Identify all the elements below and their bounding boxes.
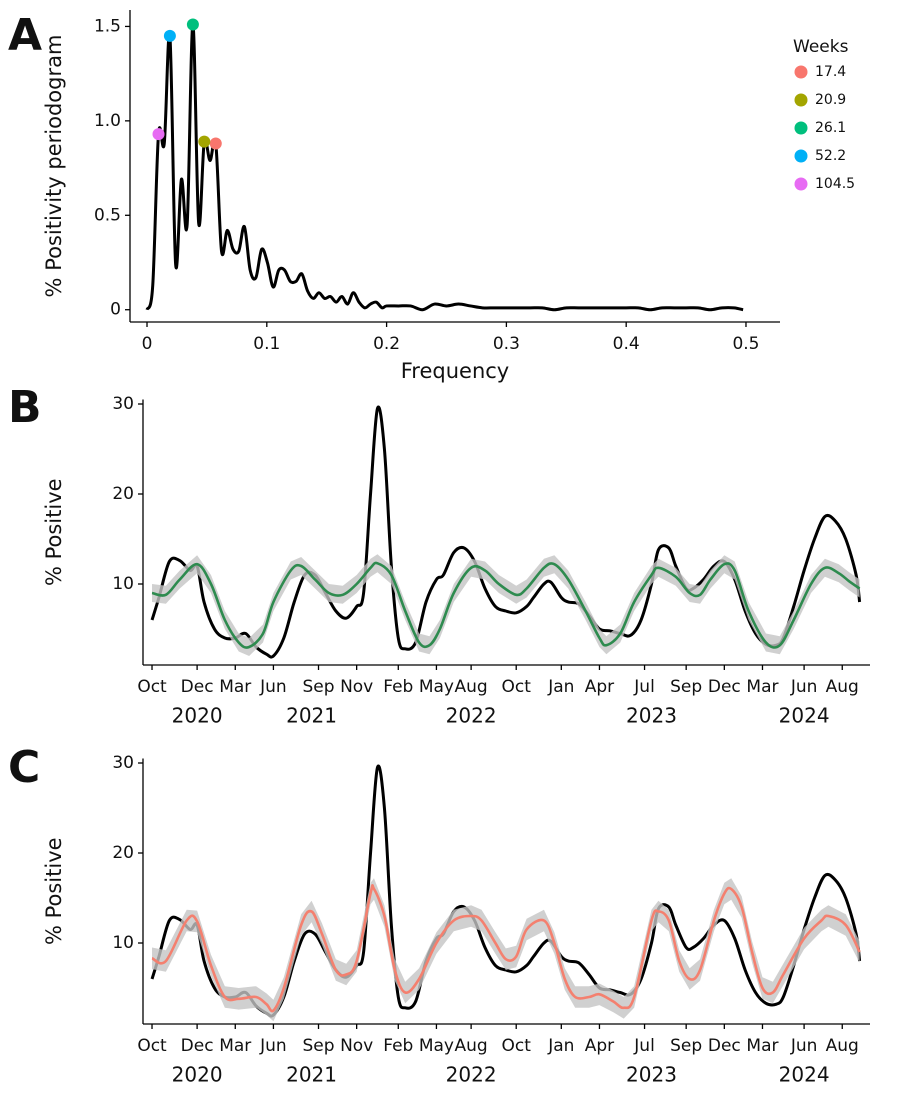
x-tick-label: Apr: [585, 1036, 614, 1056]
y-tick-label: 1.5: [94, 16, 121, 36]
x-tick-label: Jun: [790, 677, 818, 697]
x-tick-label: Jun: [790, 1036, 818, 1056]
year-label: 2022: [446, 704, 497, 728]
x-tick-label: Sep: [302, 1036, 334, 1056]
x-tick-label: 0: [142, 334, 153, 354]
year-label: 2024: [779, 1063, 830, 1087]
legend-swatch: [794, 65, 808, 79]
x-tick-label: Sep: [670, 1036, 702, 1056]
y-tick-label: 20: [112, 484, 134, 504]
legend-title: Weeks: [793, 37, 849, 57]
panel-label: A: [8, 10, 42, 61]
year-label: 2022: [446, 1063, 497, 1087]
y-tick-label: 10: [112, 933, 134, 953]
x-tick-label: Mar: [746, 1036, 778, 1056]
legend-label: 52.2: [815, 148, 846, 164]
y-tick-label: 20: [112, 843, 134, 863]
legend-swatch: [794, 121, 808, 135]
y-tick-label: 0.5: [94, 205, 121, 225]
x-tick-label: 0.4: [613, 334, 640, 354]
x-tick-label: 0.5: [732, 334, 759, 354]
year-label: 2023: [626, 704, 677, 728]
legend-label: 17.4: [815, 64, 846, 80]
year-label: 2021: [286, 1063, 337, 1087]
x-tick-label: Aug: [826, 1036, 859, 1056]
y-axis-label: % Positive: [42, 478, 66, 586]
peak-marker: [163, 29, 176, 42]
x-tick-label: Dec: [708, 677, 741, 697]
x-tick-label: Dec: [708, 1036, 741, 1056]
x-tick-label: Feb: [383, 1036, 413, 1056]
series-line: [145, 23, 744, 312]
x-tick-label: Dec: [181, 677, 214, 697]
x-tick-label: Aug: [826, 677, 859, 697]
x-tick-label: Nov: [340, 677, 373, 697]
x-tick-label: Nov: [340, 1036, 373, 1056]
legend-label: 104.5: [815, 176, 855, 192]
x-tick-label: Mar: [746, 677, 778, 697]
series-line: [150, 764, 862, 1018]
confidence-band: [152, 554, 860, 656]
x-tick-label: May: [419, 1036, 454, 1056]
year-label: 2021: [286, 704, 337, 728]
x-tick-label: Jan: [547, 677, 574, 697]
y-tick-label: 30: [112, 753, 134, 773]
x-tick-label: Oct: [137, 677, 167, 697]
y-axis-label: % Positive: [42, 837, 66, 945]
year-label: 2020: [172, 1063, 223, 1087]
x-tick-label: Apr: [585, 677, 614, 697]
y-tick-label: 10: [112, 574, 134, 594]
legend-swatch: [794, 93, 808, 107]
year-label: 2023: [626, 1063, 677, 1087]
x-axis-label: Frequency: [401, 359, 510, 383]
x-tick-label: Jul: [633, 1036, 655, 1056]
year-label: 2020: [172, 704, 223, 728]
y-tick-label: 0: [110, 300, 121, 320]
x-tick-label: Oct: [502, 1036, 532, 1056]
year-label: 2024: [779, 704, 830, 728]
x-tick-label: 0.3: [493, 334, 520, 354]
x-tick-label: Sep: [670, 677, 702, 697]
x-tick-label: Jun: [259, 677, 287, 697]
x-tick-label: Mar: [219, 677, 251, 697]
peak-marker: [198, 135, 211, 148]
x-tick-label: 0.1: [253, 334, 280, 354]
panel-label: B: [8, 382, 42, 433]
x-tick-label: Sep: [302, 677, 334, 697]
peak-marker: [186, 18, 199, 31]
y-tick-label: 30: [112, 394, 134, 414]
x-tick-label: Oct: [502, 677, 532, 697]
x-tick-label: Aug: [455, 677, 488, 697]
x-tick-label: Oct: [137, 1036, 167, 1056]
x-tick-label: Jun: [259, 1036, 287, 1056]
y-axis-label: % Positivity periodogram: [42, 35, 66, 298]
series-line: [151, 884, 861, 1013]
legend-swatch: [794, 149, 808, 163]
series-line: [151, 561, 861, 649]
x-tick-label: Jan: [547, 1036, 574, 1056]
x-tick-label: Feb: [383, 677, 413, 697]
legend-label: 20.9: [815, 92, 846, 108]
x-tick-label: Aug: [455, 1036, 488, 1056]
confidence-band: [152, 878, 860, 1022]
x-tick-label: Mar: [219, 1036, 251, 1056]
peak-marker: [209, 137, 222, 150]
y-tick-label: 1.0: [94, 111, 121, 131]
x-tick-label: Jul: [633, 677, 655, 697]
panel-label: C: [8, 742, 40, 793]
legend-swatch: [794, 177, 808, 191]
x-tick-label: Dec: [181, 1036, 214, 1056]
x-tick-label: May: [419, 677, 454, 697]
x-tick-label: 0.2: [373, 334, 400, 354]
legend-label: 26.1: [815, 120, 846, 136]
peak-marker: [152, 128, 165, 141]
